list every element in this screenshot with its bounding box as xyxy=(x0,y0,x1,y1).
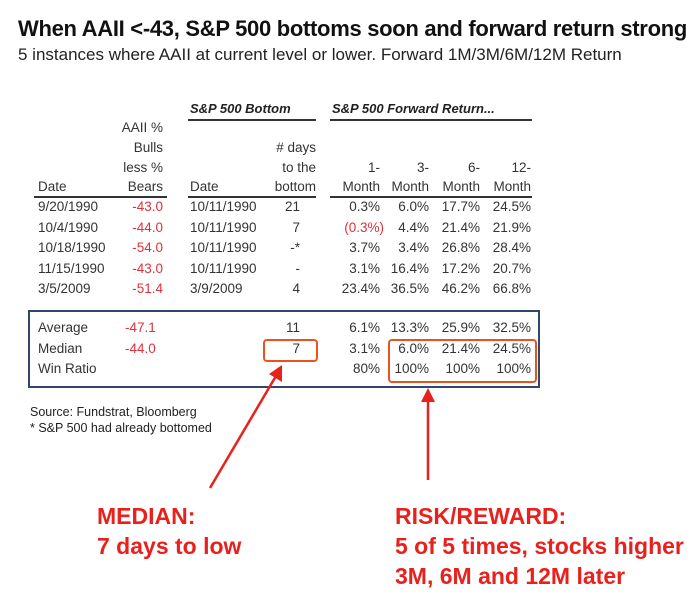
row-aaii: -51.4 xyxy=(132,281,163,296)
row-days: - xyxy=(295,260,301,276)
header-m6: Month xyxy=(442,179,480,194)
header-aaii: Bears xyxy=(127,179,163,194)
source-note: Source: Fundstrat, Bloomberg xyxy=(30,405,197,419)
summary-m12: 100% xyxy=(496,361,531,376)
row-days: 4 xyxy=(292,281,300,296)
row-days: -* xyxy=(290,240,300,255)
row-m12: 28.4% xyxy=(492,240,531,255)
row-bottom-date: 10/11/1990 xyxy=(190,219,257,235)
callout-risk-line1: 5 of 5 times, stocks higher xyxy=(395,533,684,559)
header-m6: 6- xyxy=(467,160,480,175)
row-m3: 6.0% xyxy=(398,199,429,214)
header-m3: 3- xyxy=(416,160,429,175)
header-date: Date xyxy=(38,179,67,194)
row-m12: 21.9% xyxy=(492,219,531,235)
group-header-bottom: S&P 500 Bottom xyxy=(190,101,291,116)
row-days: 7 xyxy=(292,219,300,235)
row-bottom-date: 10/11/1990 xyxy=(190,240,257,255)
summary-days: 11 xyxy=(285,320,300,335)
arrow-median xyxy=(208,365,282,489)
row-m12: 24.5% xyxy=(492,199,531,214)
summary-label: Win Ratio xyxy=(38,361,97,376)
footnote: * S&P 500 had already bottomed xyxy=(30,421,212,435)
summary-m1: 6.1% xyxy=(349,320,380,335)
row-aaii: -43.0 xyxy=(132,199,163,214)
header-m12: 12- xyxy=(511,160,531,175)
header-m1: 1- xyxy=(367,160,380,175)
row-m6: 26.8% xyxy=(441,240,480,255)
row-m12: 66.8% xyxy=(492,281,531,296)
row-date: 3/5/2009 xyxy=(38,281,91,296)
row-m6: 46.2% xyxy=(441,281,480,296)
row-date: 11/15/1990 xyxy=(38,260,105,276)
row-date: 9/20/1990 xyxy=(38,199,99,214)
summary-aaii: -47.1 xyxy=(125,320,156,335)
header-bottom-date: Date xyxy=(190,179,219,194)
summary-days: 7 xyxy=(292,340,300,356)
row-bottom-date: 10/11/1990 xyxy=(190,260,257,276)
row-date: 10/18/1990 xyxy=(38,240,106,255)
row-date: 10/4/1990 xyxy=(38,219,99,235)
row-m6: 17.7% xyxy=(441,199,480,214)
row-bottom-date: 3/9/2009 xyxy=(190,281,243,296)
summary-box xyxy=(28,310,540,388)
callout-risk-title: RISK/REWARD: xyxy=(395,503,567,529)
header-aaii: Bulls xyxy=(133,140,163,155)
summary-m3: 6.0% xyxy=(398,340,429,356)
callout-median-title: MEDIAN: xyxy=(97,503,196,529)
callout-median-text: 7 days to low xyxy=(97,533,242,559)
row-m6: 21.4% xyxy=(441,219,480,235)
arrow-risk xyxy=(421,388,435,480)
row-m3: 36.5% xyxy=(390,281,429,296)
row-m3: 16.4% xyxy=(390,260,429,276)
row-aaii: -43.0 xyxy=(132,260,163,276)
group-header-forward: S&P 500 Forward Return... xyxy=(332,101,495,116)
summary-m3: 13.3% xyxy=(390,320,429,335)
summary-m3: 100% xyxy=(394,361,429,376)
header-aaii: less % xyxy=(123,160,163,175)
row-m3: 3.4% xyxy=(398,240,429,255)
summary-m6: 21.4% xyxy=(441,340,480,356)
row-m12: 20.7% xyxy=(492,260,531,276)
row-m6: 17.2% xyxy=(441,260,480,276)
row-m1: 23.4% xyxy=(341,281,380,296)
header-days: to the xyxy=(282,160,316,175)
summary-m12: 32.5% xyxy=(492,320,531,335)
header-days: # days xyxy=(276,140,316,155)
row-aaii: -54.0 xyxy=(132,240,163,255)
summary-m6: 100% xyxy=(445,361,480,376)
subtitle: 5 instances where AAII at current level … xyxy=(18,45,622,64)
callout-risk-line2: 3M, 6M and 12M later xyxy=(395,563,626,589)
row-m1: 3.1% xyxy=(349,260,380,276)
row-bottom-date: 10/11/1990 xyxy=(190,199,257,214)
header-m1: Month xyxy=(342,179,380,194)
page-title: When AAII <-43, S&P 500 bottoms soon and… xyxy=(18,16,687,41)
row-m1: 3.7% xyxy=(349,240,380,255)
header-m12: Month xyxy=(493,179,531,194)
summary-aaii: -44.0 xyxy=(125,340,156,356)
row-m1: (0.3%) xyxy=(344,219,384,235)
header-aaii: AAII % xyxy=(121,120,163,135)
row-aaii: -44.0 xyxy=(132,219,163,235)
row-days: 21 xyxy=(284,199,300,214)
row-m3: 4.4% xyxy=(398,219,429,235)
summary-label: Average xyxy=(38,320,89,335)
summary-m1: 80% xyxy=(352,361,380,376)
row-m1: 0.3% xyxy=(349,199,380,214)
summary-label: Median xyxy=(38,340,83,356)
header-m3: Month xyxy=(391,179,429,194)
summary-m6: 25.9% xyxy=(441,320,480,335)
header-days: bottom xyxy=(274,179,316,194)
summary-m1: 3.1% xyxy=(349,340,380,356)
win-ratio-highlight xyxy=(388,339,537,383)
median-days-highlight xyxy=(263,339,318,362)
summary-m12: 24.5% xyxy=(492,340,531,356)
